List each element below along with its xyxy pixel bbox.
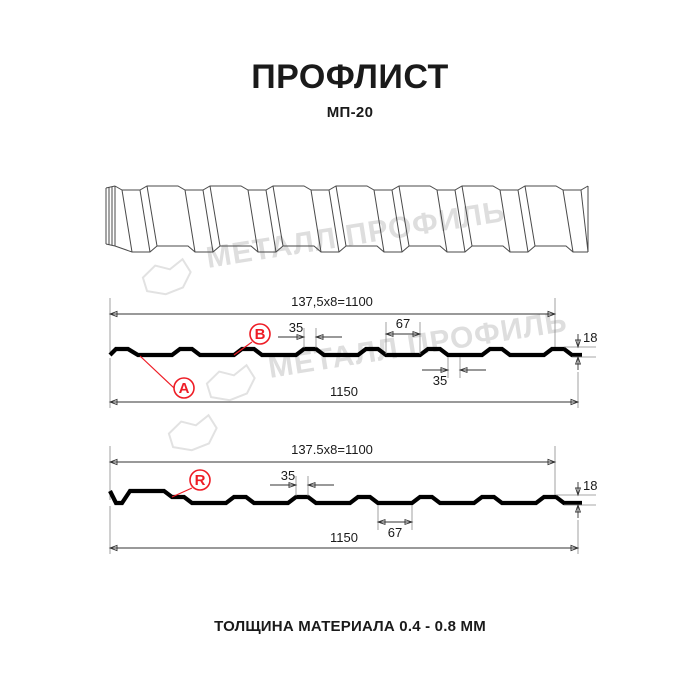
dimension-label-useful-width: 137.5x8=1100 (291, 442, 373, 457)
dimension-flat-35-top-b: 35 (270, 468, 334, 496)
callout-circle-a (173, 377, 195, 399)
drawing-a-block: МЕТАЛЛ ПРОФИЛЬ 137,5x8=1100 (100, 292, 597, 422)
callout-label-a: A (179, 380, 190, 397)
dimension-height-18-b: 18 (556, 478, 597, 518)
dimension-flat-67-b: 67 (376, 505, 414, 540)
profile-outline-a (108, 346, 582, 358)
watermark-logo-icon (167, 413, 218, 452)
dimension-label-height-18: 18 (583, 330, 597, 345)
dimension-flat-35-top-a: 35 (278, 320, 342, 348)
dimension-flat-67-a: 67 (384, 316, 422, 354)
dimension-label-flat-35-low: 35 (433, 373, 447, 388)
dimension-label-flat-67: 67 (396, 316, 410, 331)
watermark-logo-icon (205, 363, 256, 402)
callout-label-r: R (195, 472, 206, 489)
callout-a[interactable]: A (139, 355, 195, 399)
callout-r[interactable]: R (171, 469, 211, 498)
watermark-text: МЕТАЛЛ ПРОФИЛЬ (266, 305, 570, 385)
drawing-b-block: 137.5x8=1100 35 67 (100, 413, 597, 563)
dimension-total-width-a: 1150 (108, 358, 580, 408)
iso-ribs (114, 185, 589, 253)
dimension-total-width-b: 1150 (108, 506, 580, 554)
profile-outline-b (108, 488, 582, 506)
material-thickness-note: ТОЛЩИНА МАТЕРИАЛА 0.4 - 0.8 ММ (214, 618, 486, 635)
dimension-label-flat-35-top: 35 (289, 320, 303, 335)
dimension-height-18-a: 18 (564, 330, 597, 370)
page-title: ПРОФЛИСТ (251, 58, 449, 96)
dimension-label-flat-67: 67 (388, 525, 402, 540)
watermark-logo-icon (141, 257, 192, 296)
page-subtitle-model: МП-20 (326, 104, 374, 121)
callout-circle-b (249, 323, 271, 345)
dimension-label-useful-width: 137,5x8=1100 (291, 294, 373, 309)
callout-label-b: B (255, 326, 266, 343)
dimension-label-total-width: 1150 (330, 530, 358, 545)
dimension-useful-width-b: 137.5x8=1100 (108, 442, 557, 500)
watermark-iso: МЕТАЛЛ ПРОФИЛЬ (141, 195, 508, 296)
isometric-view: МЕТАЛЛ ПРОФИЛЬ (100, 160, 590, 296)
dimension-label-height-18: 18 (583, 478, 597, 493)
iso-left-edge (105, 185, 116, 247)
dimension-useful-width-a: 137,5x8=1100 (108, 294, 557, 352)
dimension-label-flat-35-top: 35 (281, 468, 295, 483)
dimension-flat-35-low-a: 35 (422, 357, 486, 388)
callout-b[interactable]: B (233, 323, 271, 356)
callout-circle-r (189, 469, 211, 491)
dimension-label-total-width: 1150 (330, 384, 358, 399)
watermark-drawing-b (167, 413, 218, 452)
